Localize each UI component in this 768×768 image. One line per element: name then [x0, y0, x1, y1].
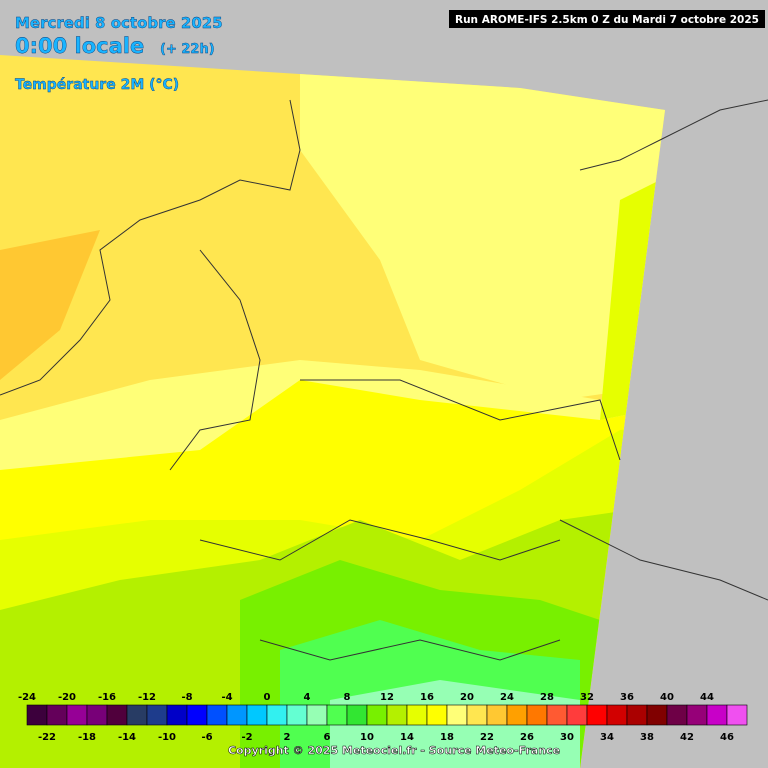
legend-label: -10	[158, 732, 176, 743]
time: 0:00 locale	[15, 34, 144, 58]
legend-label: -16	[98, 692, 116, 703]
legend-swatch	[406, 704, 428, 726]
legend-label: 4	[304, 692, 311, 703]
legend-swatch	[486, 704, 508, 726]
legend-label: 10	[360, 732, 374, 743]
legend-swatch	[146, 704, 168, 726]
legend-swatch	[326, 704, 348, 726]
legend-label: 46	[720, 732, 734, 743]
legend-swatch	[66, 704, 88, 726]
legend-label: 2	[284, 732, 291, 743]
legend-swatch	[346, 704, 368, 726]
legend-swatch	[366, 704, 388, 726]
legend-label: 20	[460, 692, 474, 703]
legend-swatch	[646, 704, 668, 726]
legend-swatch	[306, 704, 328, 726]
legend-swatch	[226, 704, 248, 726]
legend-swatch	[626, 704, 648, 726]
borders	[0, 99, 768, 661]
legend-label: 22	[480, 732, 494, 743]
legend-swatch	[566, 704, 588, 726]
legend-label: 32	[580, 692, 594, 703]
legend-label: -18	[78, 732, 96, 743]
legend-label: -14	[118, 732, 136, 743]
legend-label: 14	[400, 732, 414, 743]
legend-swatch	[86, 704, 108, 726]
legend-label: 34	[600, 732, 614, 743]
legend-label: -4	[221, 692, 232, 703]
legend-label: -24	[18, 692, 36, 703]
legend-swatch	[206, 704, 228, 726]
legend-label: 38	[640, 732, 654, 743]
legend-label: 18	[440, 732, 454, 743]
legend-swatch	[26, 704, 48, 726]
legend-swatch	[726, 704, 748, 726]
legend-swatch	[586, 704, 608, 726]
legend: -24-22-20-18-16-14-12-10-8-6-4-202468101…	[18, 692, 748, 743]
legend-swatch	[46, 704, 68, 726]
legend-label: 8	[344, 692, 351, 703]
legend-swatch	[686, 704, 708, 726]
legend-swatch	[246, 704, 268, 726]
legend-swatch	[106, 704, 128, 726]
legend-label: -12	[138, 692, 156, 703]
date: Mercredi 8 octobre 2025	[15, 14, 223, 32]
legend-swatch	[666, 704, 688, 726]
legend-swatch	[166, 704, 188, 726]
legend-label: 28	[540, 692, 554, 703]
run-info: Run AROME-IFS 2.5km 0 Z du Mardi 7 octob…	[455, 14, 759, 26]
legend-label: -22	[38, 732, 56, 743]
legend-label: 44	[700, 692, 714, 703]
legend-label: 12	[380, 692, 394, 703]
copyright: Copyright © 2025 Meteociel.fr - Source M…	[228, 744, 560, 757]
lead-time: (+ 22h)	[160, 42, 215, 57]
legend-swatch	[546, 704, 568, 726]
legend-label: -6	[201, 732, 212, 743]
legend-label: -2	[241, 732, 252, 743]
legend-swatch	[126, 704, 148, 726]
parameter: Température 2M (°C)	[15, 77, 179, 93]
legend-label: -8	[181, 692, 192, 703]
legend-swatch	[446, 704, 468, 726]
legend-label: 36	[620, 692, 634, 703]
legend-label: 16	[420, 692, 434, 703]
legend-swatch	[426, 704, 448, 726]
legend-label: 42	[680, 732, 694, 743]
legend-swatch	[286, 704, 308, 726]
legend-swatch	[186, 704, 208, 726]
legend-swatch	[266, 704, 288, 726]
legend-label: 6	[324, 732, 331, 743]
legend-label: 26	[520, 732, 534, 743]
legend-swatch	[606, 704, 628, 726]
legend-swatch	[706, 704, 728, 726]
legend-label: -20	[58, 692, 76, 703]
legend-swatch	[526, 704, 548, 726]
run-box	[449, 10, 765, 28]
legend-label: 30	[560, 732, 574, 743]
legend-swatch	[386, 704, 408, 726]
legend-label: 0	[264, 692, 271, 703]
legend-swatch	[466, 704, 488, 726]
legend-label: 40	[660, 692, 674, 703]
legend-label: 24	[500, 692, 514, 703]
legend-swatch	[506, 704, 528, 726]
